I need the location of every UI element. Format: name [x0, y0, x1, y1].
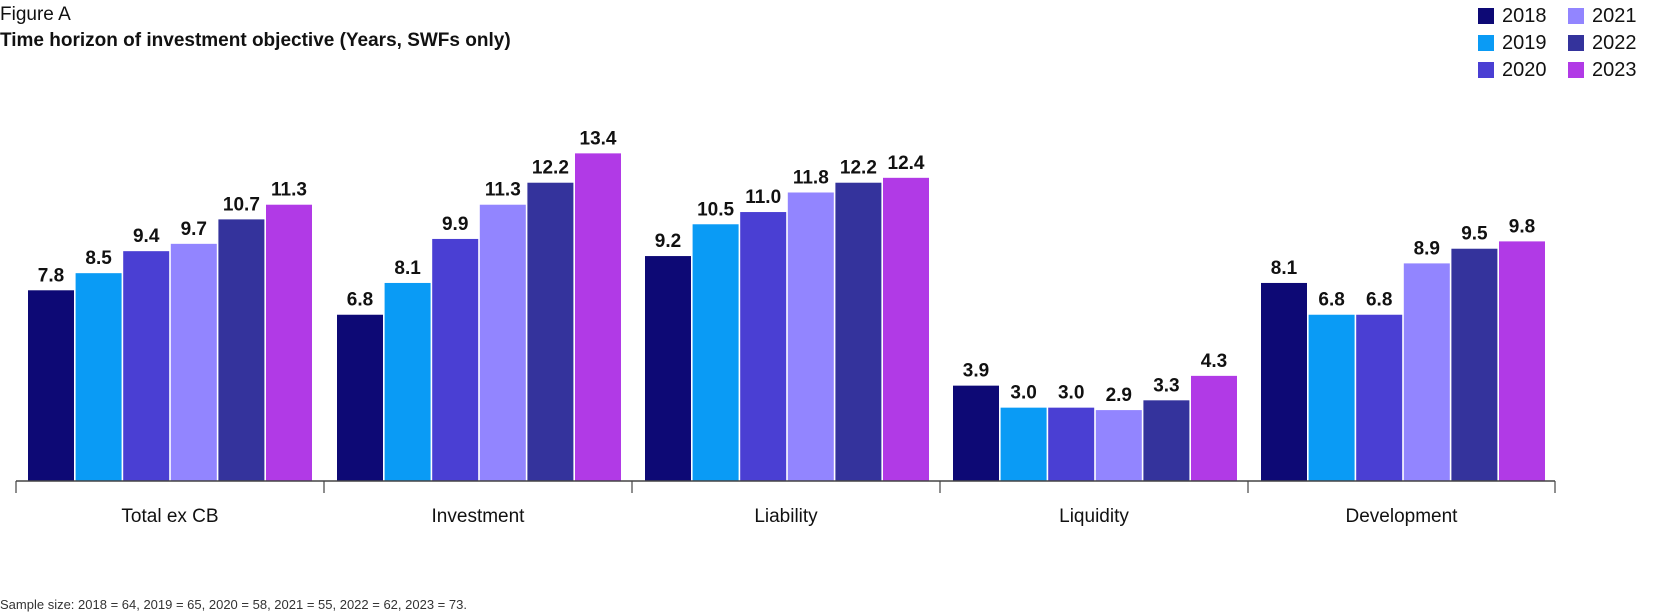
bar-2020-3: [1048, 407, 1095, 481]
bar-2019-1: [384, 282, 431, 481]
legend-label: 2022: [1592, 31, 1637, 54]
bar-2019-0: [75, 273, 122, 481]
bar-2020-2: [740, 212, 787, 482]
data-label: 6.8: [1366, 290, 1392, 311]
bar-2018-2: [645, 256, 691, 481]
legend-swatch: [1568, 62, 1584, 78]
legend-item-2022: 2022: [1568, 31, 1658, 55]
legend-swatch: [1478, 62, 1494, 78]
legend-label: 2019: [1502, 31, 1547, 54]
bar-2023-0: [266, 204, 312, 481]
data-label: 9.5: [1461, 224, 1488, 245]
data-label: 11.3: [271, 180, 307, 201]
bar-2022-2: [835, 182, 882, 481]
legend-item-2019: 2019: [1478, 31, 1568, 55]
data-label: 3.9: [963, 361, 989, 382]
chart-title: Time horizon of investment objective (Ye…: [0, 30, 511, 51]
legend-item-2018: 2018: [1478, 4, 1568, 28]
category-label: Liability: [754, 506, 818, 527]
category-label: Development: [1346, 506, 1459, 527]
data-label: 11.8: [793, 167, 829, 188]
data-label: 6.8: [347, 290, 373, 311]
bar-2019-2: [692, 224, 739, 481]
data-label: 4.3: [1201, 351, 1227, 372]
bar-2023-1: [575, 153, 621, 481]
bar-2022-1: [527, 182, 574, 481]
legend-swatch: [1478, 8, 1494, 24]
bar-2018-4: [1261, 282, 1307, 481]
data-label: 3.0: [1010, 383, 1036, 404]
bar-2018-0: [28, 290, 74, 481]
data-label: 9.9: [442, 214, 468, 235]
data-label: 11.3: [485, 180, 521, 201]
data-label: 3.0: [1058, 383, 1084, 404]
figure-label: Figure A: [0, 4, 71, 25]
bar-2018-1: [337, 314, 383, 481]
data-label: 9.2: [655, 231, 681, 252]
bar-2023-3: [1191, 375, 1237, 481]
legend-item-2021: 2021: [1568, 4, 1658, 28]
data-label: 9.4: [133, 226, 160, 247]
data-label: 3.3: [1153, 375, 1179, 396]
data-label: 8.1: [394, 258, 421, 279]
data-label: 9.7: [181, 219, 207, 240]
legend-item-2020: 2020: [1478, 58, 1568, 82]
bar-2022-0: [218, 219, 265, 481]
bar-2020-0: [123, 251, 170, 481]
data-label: 8.9: [1414, 238, 1440, 259]
data-label: 10.5: [697, 199, 734, 220]
bar-2021-0: [170, 243, 217, 481]
legend-swatch: [1568, 8, 1584, 24]
data-label: 8.1: [1271, 258, 1298, 279]
bar-2021-4: [1403, 263, 1450, 481]
legend-label: 2023: [1592, 58, 1637, 81]
data-label: 2.9: [1106, 385, 1132, 406]
bar-2022-4: [1451, 248, 1498, 481]
category-label: Investment: [432, 506, 526, 527]
bar-2019-3: [1000, 407, 1047, 481]
data-label: 6.8: [1318, 290, 1344, 311]
data-label: 7.8: [38, 265, 64, 286]
bar-2023-4: [1499, 241, 1545, 481]
bar-2021-2: [787, 192, 834, 482]
data-label: 8.5: [85, 248, 112, 269]
legend: 2018 2021 2019 2022 2020 2023: [1478, 4, 1668, 82]
data-label: 12.2: [532, 158, 569, 179]
bar-chart: 7.8 6.8 9.2 3.9 8.1 8.5 8.1 10.5 3.0 6.8 9.4 9.9 11.…: [15, 128, 1556, 527]
data-label: 12.4: [888, 153, 925, 174]
legend-label: 2021: [1592, 4, 1637, 27]
footnote: Sample size: 2018 = 64, 2019 = 65, 2020 …: [0, 597, 467, 612]
legend-label: 2020: [1502, 58, 1547, 81]
legend-item-2023: 2023: [1568, 58, 1658, 82]
bar-2019-4: [1308, 314, 1355, 481]
data-label: 9.8: [1509, 216, 1535, 237]
bar-2020-1: [432, 238, 479, 481]
legend-label: 2018: [1502, 4, 1547, 27]
category-label: Total ex CB: [121, 506, 218, 527]
data-label: 13.4: [580, 128, 617, 149]
bar-2022-3: [1143, 400, 1190, 481]
category-label: Liquidity: [1059, 506, 1129, 527]
bar-2018-3: [953, 385, 999, 481]
bar-2021-3: [1095, 410, 1142, 481]
legend-swatch: [1478, 35, 1494, 51]
bar-2023-2: [883, 177, 929, 481]
data-label: 12.2: [840, 158, 877, 179]
data-label: 10.7: [223, 194, 260, 215]
bar-2021-1: [479, 204, 526, 481]
bar-2020-4: [1356, 314, 1403, 481]
data-label: 11.0: [745, 187, 781, 208]
legend-swatch: [1568, 35, 1584, 51]
